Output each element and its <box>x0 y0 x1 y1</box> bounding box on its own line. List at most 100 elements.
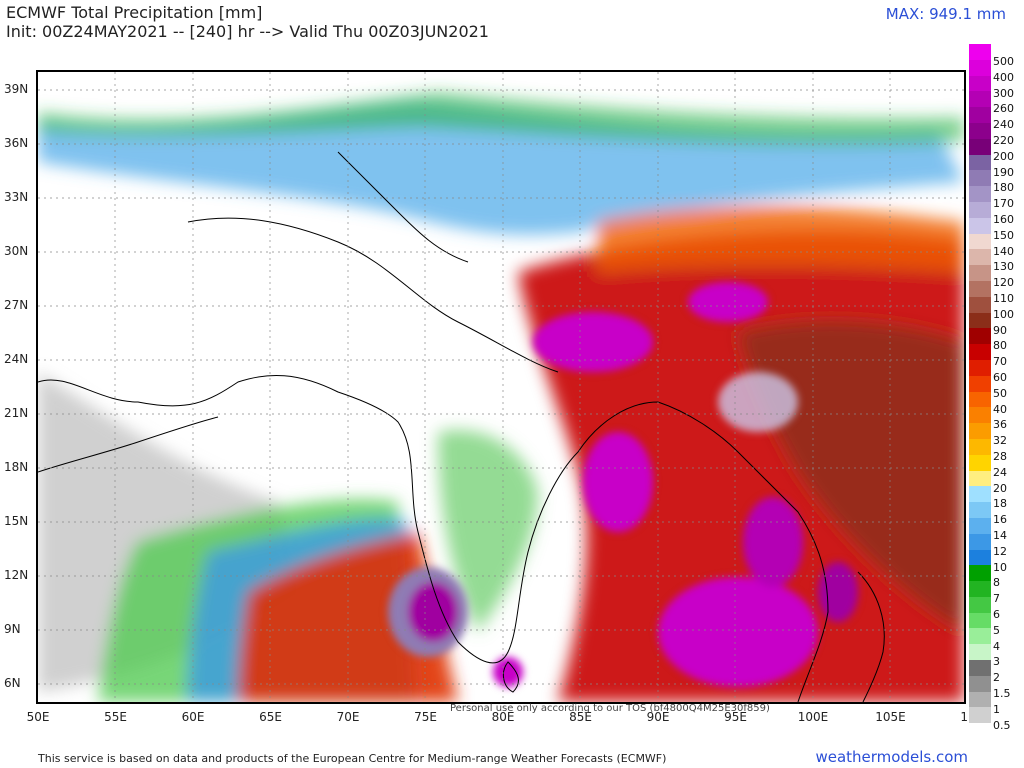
colorbar-label: 300 <box>993 86 1014 100</box>
colorbar-label: 5 <box>993 623 1000 637</box>
colorbar-label: 1 <box>993 702 1000 716</box>
colorbar-swatch <box>969 644 991 661</box>
colorbar-label: 100 <box>993 307 1014 321</box>
colorbar-label: 260 <box>993 102 1014 116</box>
lat-label: 9N <box>4 622 21 636</box>
colorbar-swatch <box>969 502 991 518</box>
lat-label: 39N <box>4 82 29 96</box>
lon-label: 100E <box>797 710 829 724</box>
lon-label: 65E <box>259 710 282 724</box>
max-value-label: MAX: 949.1 mm <box>885 5 1006 23</box>
colorbar-label: 12 <box>993 544 1007 558</box>
colorbar-label: 120 <box>993 276 1014 290</box>
map-title: ECMWF Total Precipitation [mm] <box>6 3 263 22</box>
colorbar-label: 110 <box>993 292 1014 305</box>
colorbar-label: 14 <box>993 529 1007 542</box>
colorbar-label: 60 <box>993 371 1007 384</box>
lon-label: 70E <box>336 710 360 724</box>
colorbar-label: 40 <box>993 402 1007 416</box>
colorbar-swatch <box>969 170 991 187</box>
colorbar-label: 170 <box>993 197 1014 211</box>
colorbar-swatch <box>969 470 991 487</box>
colorbar-swatch <box>969 44 991 60</box>
lon-label: 55E <box>104 710 127 724</box>
precip-maxima <box>388 282 858 687</box>
colorbar-label: 400 <box>993 70 1014 84</box>
colorbar-swatch <box>969 391 991 408</box>
colorbar-swatch <box>969 75 991 92</box>
colorbar-label: 1.5 <box>993 687 1011 700</box>
colorbar-label: 8 <box>993 576 1000 590</box>
colorbar-swatch <box>969 312 991 329</box>
colorbar-label: 16 <box>993 513 1007 527</box>
lat-label: 30N <box>4 244 29 258</box>
lat-label: 24N <box>4 352 29 366</box>
colorbar-swatch <box>969 533 991 550</box>
colorbar-label: 2 <box>993 671 1000 685</box>
colorbar-swatch <box>969 249 991 266</box>
lat-label: 15N <box>4 514 29 528</box>
colorbar-label: 3 <box>993 655 1000 669</box>
colorbar-swatch <box>969 438 991 455</box>
colorbar-label: 18 <box>993 497 1007 511</box>
colorbar-swatch <box>969 375 991 392</box>
lat-label: 33N <box>4 190 29 204</box>
colorbar-swatch <box>969 201 991 218</box>
colorbar-swatch <box>969 186 991 202</box>
lon-label: 105E <box>875 710 906 724</box>
colorbar-label: 240 <box>993 118 1014 132</box>
colorbar-swatch <box>969 517 991 534</box>
colorbar-label: 150 <box>993 228 1014 242</box>
colorbar-swatch <box>969 549 991 566</box>
colorbar-swatch <box>969 596 991 613</box>
colorbar-swatch <box>969 660 991 676</box>
lon-label: 90E <box>646 710 670 724</box>
colorbar-label: 6 <box>993 608 1000 621</box>
colorbar-swatch <box>969 138 991 155</box>
map-subtitle: Init: 00Z24MAY2021 -- [240] hr --> Valid… <box>6 22 489 41</box>
colorbar-label: 500 <box>993 55 1014 68</box>
colorbar-swatch <box>969 423 991 439</box>
colorbar-label: 7 <box>993 592 1000 606</box>
lon-label: 85E <box>569 710 592 724</box>
lon-label: 75E <box>414 710 437 724</box>
colorbar-label: 70 <box>993 355 1007 369</box>
colorbar-label: 32 <box>993 434 1007 448</box>
colorbar-swatch <box>969 675 991 692</box>
site-link[interactable]: weathermodels.com <box>815 748 968 766</box>
colorbar-label: 90 <box>993 323 1007 337</box>
colorbar-label: 50 <box>993 386 1007 400</box>
lat-label: 18N <box>4 460 29 474</box>
attribution-text: This service is based on data and produc… <box>38 752 667 765</box>
colorbar-swatch <box>969 91 991 108</box>
colorbar-swatch <box>969 328 991 345</box>
colorbar-label: 190 <box>993 165 1014 179</box>
colorbar-swatch <box>969 154 991 171</box>
colorbar-swatch <box>969 565 991 582</box>
colorbar-label: 36 <box>993 418 1007 432</box>
colorbar-swatch <box>969 359 991 376</box>
lat-label: 27N <box>4 298 29 312</box>
colorbar-swatch <box>969 581 991 597</box>
colorbar-swatch <box>969 407 991 424</box>
colorbar-label: 4 <box>993 639 1000 653</box>
colorbar-label: 24 <box>993 465 1007 479</box>
colorbar-swatch <box>969 107 991 123</box>
precipitation-map <box>36 70 966 704</box>
lon-label: 60E <box>181 710 205 724</box>
colorbar-label: 20 <box>993 481 1007 495</box>
colorbar-swatch <box>969 691 991 708</box>
colorbar-label: 10 <box>993 560 1007 574</box>
colorbar-swatch <box>969 707 991 724</box>
colorbar-swatch <box>969 454 991 471</box>
colorbar-swatch <box>969 296 991 313</box>
colorbar-swatch <box>969 612 991 629</box>
tos-watermark: Personal use only according to our TOS (… <box>450 703 770 714</box>
coastlines <box>38 151 885 702</box>
colorbar-label: 180 <box>993 181 1014 195</box>
map-canvas <box>38 72 964 702</box>
colorbar-label: 130 <box>993 260 1014 274</box>
colorbar-swatch <box>969 122 991 139</box>
lat-label: 21N <box>4 406 29 420</box>
colorbar-label: 140 <box>993 244 1014 258</box>
